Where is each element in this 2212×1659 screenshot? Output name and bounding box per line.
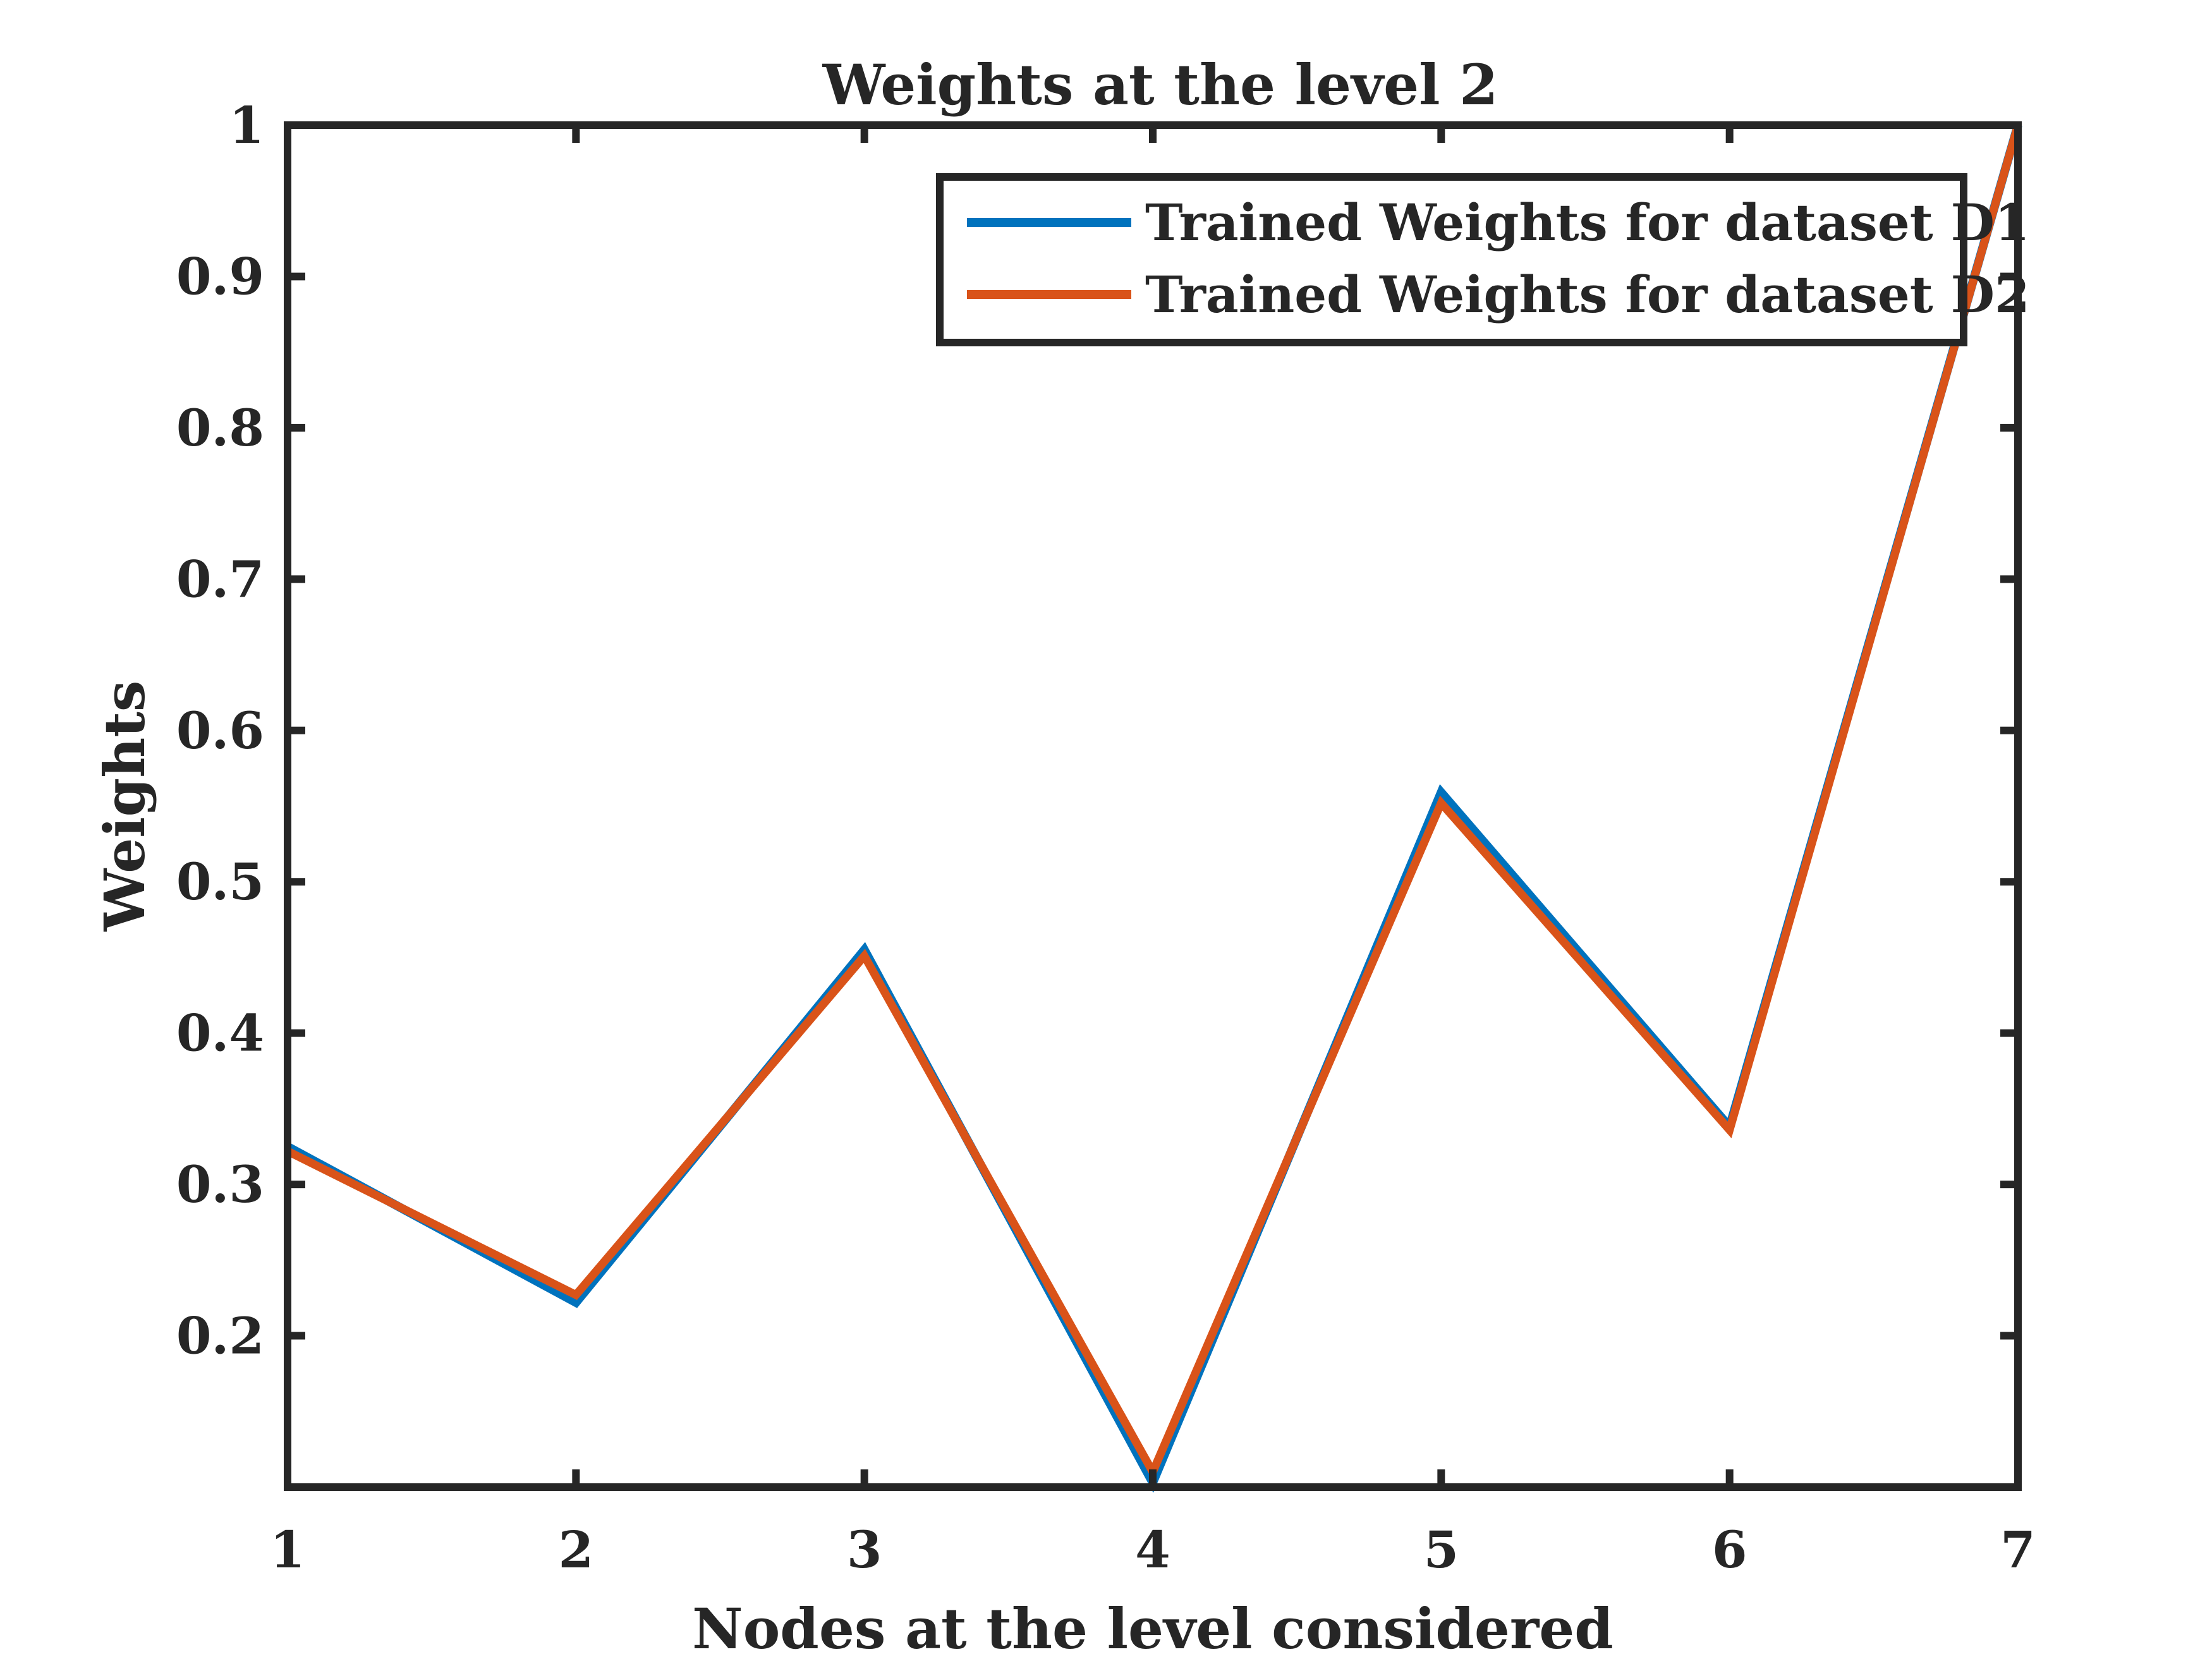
legend-label-d2: Trained Weights for dataset D2 <box>1145 265 2030 324</box>
y-tick-label: 0.7 <box>176 549 264 609</box>
y-tick-label: 0.4 <box>176 1004 264 1063</box>
y-tick-label: 0.8 <box>176 398 264 458</box>
x-tick-label: 7 <box>2000 1520 2036 1579</box>
y-tick-label: 0.3 <box>176 1155 264 1214</box>
x-tick-label: 6 <box>1712 1520 1747 1579</box>
y-tick-label: 0.9 <box>176 246 264 306</box>
y-tick-label: 0.2 <box>176 1306 264 1366</box>
x-tick-label: 4 <box>1135 1520 1170 1579</box>
axes-box <box>284 121 2022 1491</box>
x-tick-label: 5 <box>1423 1520 1459 1579</box>
x-axis-title: Nodes at the level considered <box>692 1596 1613 1659</box>
y-axis-title: Weights <box>92 681 157 932</box>
x-tick-label: 3 <box>847 1520 882 1579</box>
legend: Trained Weights for dataset D1 Trained W… <box>936 173 2030 346</box>
y-tick-labels: 0.2 0.3 0.4 0.5 0.6 0.7 0.8 0.9 1 <box>176 95 264 1366</box>
x-tick-label: 1 <box>270 1520 305 1579</box>
legend-label-d1: Trained Weights for dataset D1 <box>1145 193 2030 252</box>
y-tick-label: 1 <box>229 95 264 155</box>
x-tick-label: 2 <box>558 1520 593 1579</box>
x-tick-labels: 1 2 3 4 5 6 7 <box>270 1520 2036 1579</box>
chart-title: Weights at the level 2 <box>822 52 1498 118</box>
y-tick-label: 0.5 <box>176 852 264 911</box>
legend-box <box>936 173 1967 346</box>
y-tick-label: 0.6 <box>176 701 264 760</box>
